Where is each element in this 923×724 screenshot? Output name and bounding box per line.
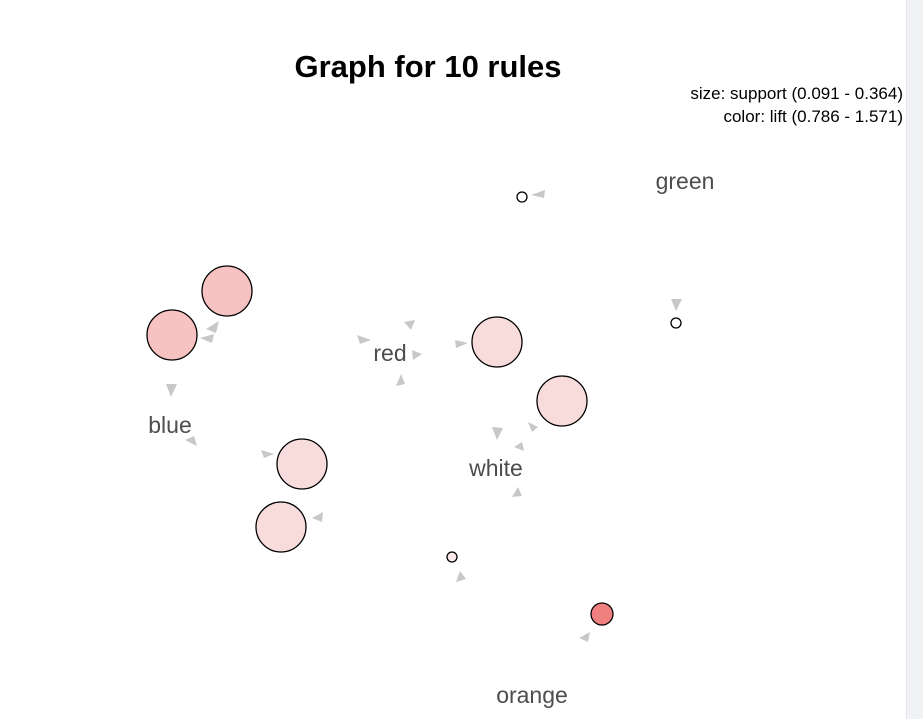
edge-arrow xyxy=(512,487,522,497)
rule-node[interactable] xyxy=(590,602,614,626)
rule-node[interactable] xyxy=(276,438,328,490)
edge-arrow xyxy=(261,450,274,458)
association-rules-graph: Graph for 10 rules size: support (0.091 … xyxy=(146,49,903,708)
rule-node[interactable] xyxy=(146,309,198,361)
item-label-green[interactable]: green xyxy=(656,168,715,194)
edge-arrow xyxy=(514,442,524,451)
edge-arrow xyxy=(531,190,545,198)
edge-arrow xyxy=(404,320,415,330)
edge-arrow xyxy=(528,422,538,432)
rule-node[interactable] xyxy=(670,317,682,329)
edge-arrow xyxy=(166,384,177,397)
edge-arrow xyxy=(206,321,219,333)
rule-node[interactable] xyxy=(536,375,588,427)
rule-node[interactable] xyxy=(446,551,458,563)
graph-title: Graph for 10 rules xyxy=(294,49,561,84)
legend-color: color: lift (0.786 - 1.571) xyxy=(723,107,903,126)
edge-arrow xyxy=(456,571,466,582)
rule-node[interactable] xyxy=(255,501,307,553)
edge-arrow xyxy=(185,436,197,446)
item-label-red[interactable]: red xyxy=(373,340,406,366)
rule-node[interactable] xyxy=(516,191,528,203)
item-label-blue[interactable]: blue xyxy=(148,412,191,438)
rule-nodes xyxy=(146,191,682,626)
item-label-white[interactable]: white xyxy=(468,455,523,481)
legend-size: size: support (0.091 - 0.364) xyxy=(690,84,903,103)
edge-arrow xyxy=(412,350,422,360)
rule-edges xyxy=(166,190,682,642)
edge-arrow xyxy=(455,340,468,348)
edge-arrow xyxy=(357,335,371,344)
rule-node[interactable] xyxy=(471,316,523,368)
item-labels: green red blue white orange xyxy=(148,168,714,708)
item-label-orange[interactable]: orange xyxy=(496,682,568,708)
edge-arrow xyxy=(312,512,323,522)
rule-node[interactable] xyxy=(201,265,253,317)
edge-arrow xyxy=(200,334,214,343)
vertical-scrollbar[interactable] xyxy=(906,0,923,719)
edge-arrow xyxy=(579,632,590,642)
edge-arrow xyxy=(671,299,682,311)
edge-arrow xyxy=(396,374,405,386)
edge-arrow xyxy=(492,427,503,440)
